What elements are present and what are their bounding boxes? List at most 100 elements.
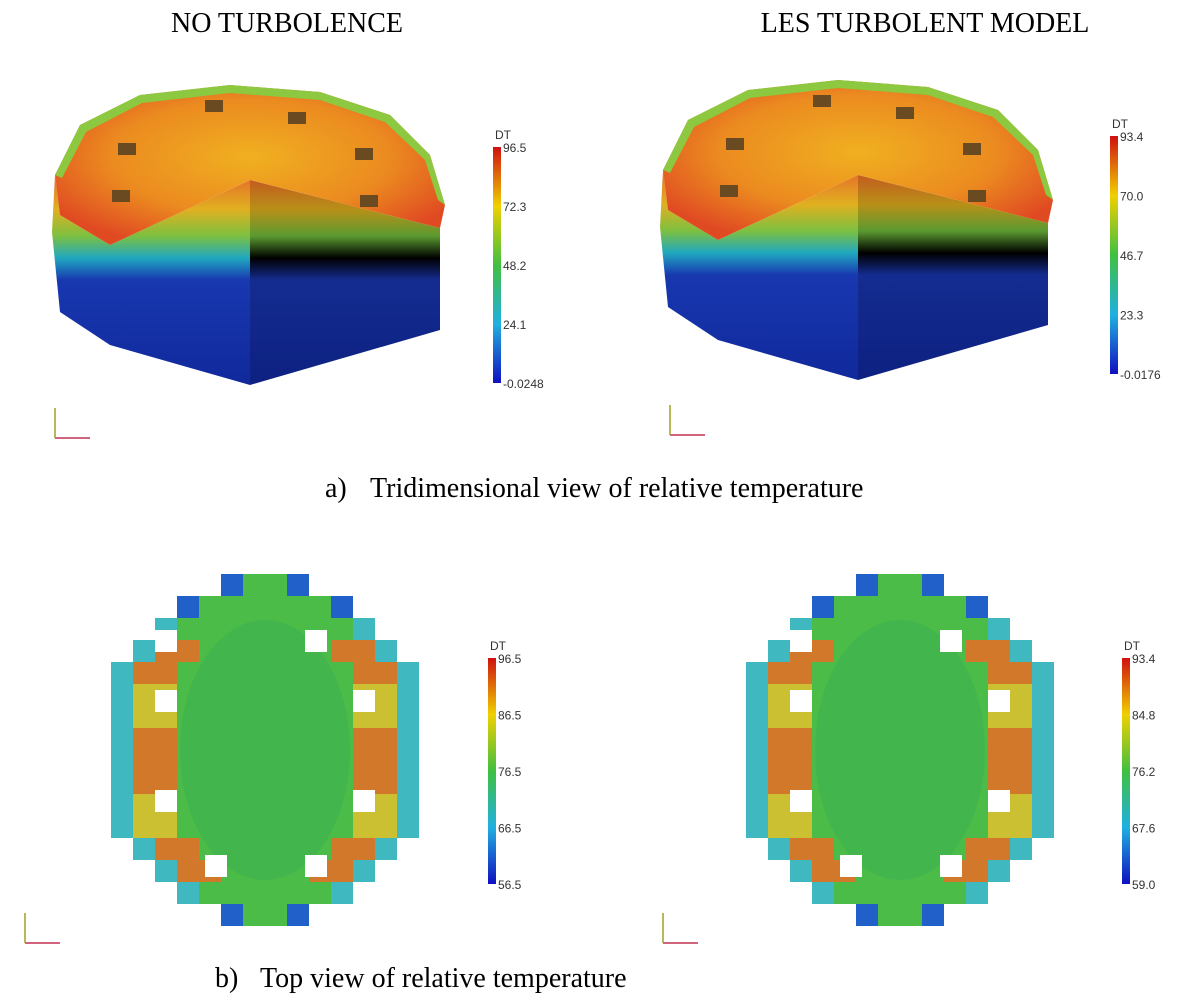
cell [397, 684, 419, 706]
colorbar-tick-label: 56.5 [498, 878, 522, 892]
core [180, 620, 350, 880]
channel [988, 790, 1010, 812]
render-top-right [746, 574, 1054, 926]
cell [221, 574, 243, 596]
hot [988, 816, 1032, 838]
colorbar-tick-label: 72.3 [503, 200, 527, 214]
channel [940, 855, 962, 877]
cell [988, 860, 1010, 882]
cell [221, 904, 243, 926]
cell [1032, 706, 1054, 728]
hot [768, 750, 812, 772]
cell [111, 772, 133, 794]
cell [1010, 838, 1032, 860]
colorbar-tick-label: 70.0 [1120, 190, 1144, 204]
colorbar [493, 147, 501, 383]
colorbar-title: DT [1112, 117, 1129, 131]
channel [940, 630, 962, 652]
cell [856, 904, 878, 926]
cell [397, 728, 419, 750]
channel [353, 690, 375, 712]
colorbar-tick-label: 76.5 [498, 765, 522, 779]
hot [155, 838, 199, 860]
hot [353, 728, 397, 750]
cell [1032, 750, 1054, 772]
channel [155, 690, 177, 712]
cell [111, 794, 133, 816]
cell [746, 750, 768, 772]
cell [331, 882, 353, 904]
hot [133, 816, 177, 838]
hot [133, 750, 177, 772]
cell [746, 662, 768, 684]
cell [1032, 728, 1054, 750]
channel [353, 790, 375, 812]
channel [305, 630, 327, 652]
colorbar-tick-label: 66.5 [498, 822, 522, 836]
hot [768, 816, 812, 838]
colorbar-title: DT [1124, 639, 1141, 653]
cell [1010, 640, 1032, 662]
hot [133, 728, 177, 750]
hot [988, 772, 1032, 794]
colorbar-tick-label: 86.5 [498, 709, 522, 723]
colorbar-tick-label: 96.5 [498, 652, 522, 666]
colorbar-tick-label: 67.6 [1132, 822, 1156, 836]
hot [768, 662, 812, 684]
channel [790, 630, 812, 652]
hot [790, 838, 834, 860]
colorbar-tick-label: 23.3 [1120, 309, 1144, 323]
cell [133, 838, 155, 860]
cell-row [177, 596, 353, 618]
cell [111, 706, 133, 728]
render-top-left [111, 574, 419, 926]
hot [966, 838, 1010, 860]
hot [331, 838, 375, 860]
cell [746, 794, 768, 816]
cell [397, 794, 419, 816]
cell [746, 816, 768, 838]
colorbar-title: DT [490, 639, 507, 653]
cell [922, 904, 944, 926]
colorbar-tick-label: 48.2 [503, 259, 527, 273]
cell [966, 882, 988, 904]
cell [1032, 794, 1054, 816]
colorbar-tick-label: 46.7 [1120, 249, 1144, 263]
hot [988, 750, 1032, 772]
hot [353, 662, 397, 684]
cell [353, 860, 375, 882]
colorbar-tick-label: 24.1 [503, 318, 527, 332]
cell [1032, 772, 1054, 794]
caption: Top view of relative temperature [260, 963, 627, 994]
cell [988, 618, 1010, 640]
colorbar [1122, 658, 1130, 884]
colorbar-title: DT [495, 128, 512, 142]
hot [133, 772, 177, 794]
core [815, 620, 985, 880]
cell [155, 860, 177, 882]
cell [746, 772, 768, 794]
cell [397, 750, 419, 772]
cell [331, 596, 353, 618]
colorbar [488, 658, 496, 884]
colorbar-tick-label: -0.0248 [503, 377, 544, 391]
cell [746, 728, 768, 750]
cell [812, 882, 834, 904]
channel [790, 790, 812, 812]
colorbar-tick-label: 59.0 [1132, 878, 1156, 892]
cell [790, 860, 812, 882]
render-3d-right [660, 80, 1053, 380]
cell [397, 706, 419, 728]
cell [177, 882, 199, 904]
cell [746, 684, 768, 706]
channel [305, 855, 327, 877]
colorbar-tick-label: -0.0176 [1120, 368, 1161, 382]
cell [397, 772, 419, 794]
column-title: NO TURBOLENCE [171, 8, 403, 39]
cell [812, 596, 834, 618]
caption-label: b) [215, 963, 238, 994]
cell [397, 662, 419, 684]
cell [375, 640, 397, 662]
cell [111, 728, 133, 750]
